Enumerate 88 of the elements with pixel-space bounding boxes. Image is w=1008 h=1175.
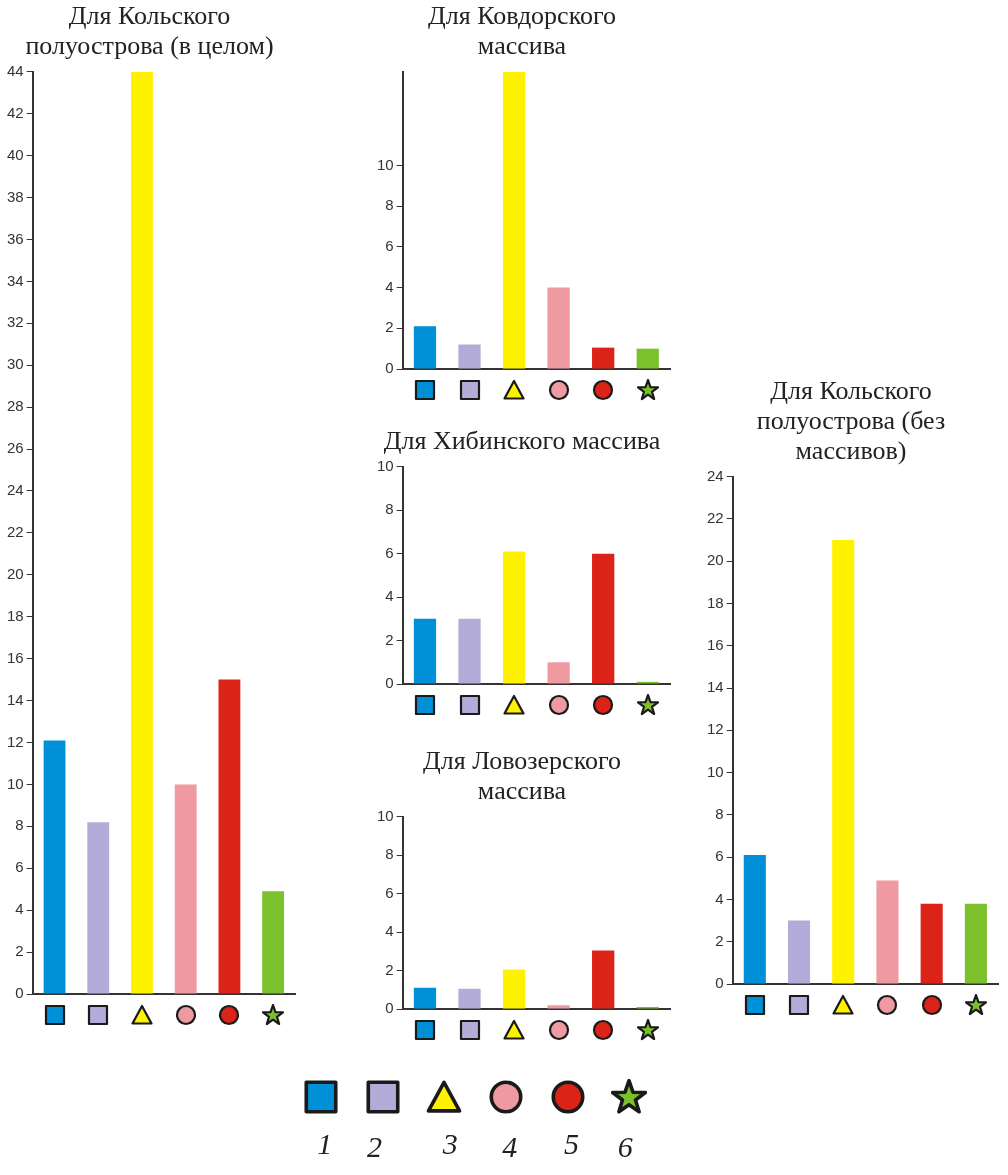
bar bbox=[502, 71, 526, 369]
y-tick-label: 8 bbox=[385, 196, 394, 214]
chart-title: Для Кольского полуострова (в целом) bbox=[25, 0, 274, 60]
bar bbox=[502, 969, 526, 1009]
bar bbox=[218, 679, 241, 994]
y-tick-label: 8 bbox=[15, 816, 24, 834]
bar bbox=[592, 347, 615, 369]
bar bbox=[458, 618, 481, 684]
bar bbox=[413, 326, 437, 369]
bar bbox=[413, 987, 437, 1009]
y-tick-label: 12 bbox=[707, 720, 724, 738]
y-tick-label: 2 bbox=[385, 630, 394, 648]
y-tick-label: 10 bbox=[377, 806, 394, 824]
y-tick-label: 0 bbox=[15, 984, 24, 1002]
bar bbox=[592, 950, 615, 1009]
y-tick-label: 6 bbox=[385, 883, 394, 901]
bar bbox=[832, 540, 855, 984]
y-tick-label: 18 bbox=[7, 606, 24, 624]
y-tick-label: 2 bbox=[385, 318, 394, 336]
y-tick-label: 4 bbox=[715, 889, 724, 907]
y-tick-label: 32 bbox=[7, 313, 24, 331]
y-tick-label: 0 bbox=[385, 999, 394, 1017]
bar bbox=[43, 740, 66, 994]
y-tick-label: 24 bbox=[707, 466, 724, 484]
chart-title: Для Хибинского массива bbox=[383, 425, 661, 455]
y-tick-label: 6 bbox=[385, 543, 394, 561]
bar bbox=[964, 903, 987, 984]
chart-title: Для Кольского полуострова (без массивов) bbox=[756, 375, 946, 465]
bar bbox=[592, 553, 615, 684]
bar bbox=[131, 71, 153, 994]
y-tick-label: 34 bbox=[7, 271, 24, 289]
y-tick-label: 8 bbox=[385, 845, 394, 863]
y-tick-label: 38 bbox=[7, 187, 24, 205]
y-tick-label: 28 bbox=[7, 397, 24, 415]
y-tick-label: 4 bbox=[385, 277, 394, 295]
y-tick-label: 10 bbox=[7, 774, 24, 792]
y-tick-label: 14 bbox=[7, 690, 24, 708]
bar bbox=[920, 903, 943, 984]
bar bbox=[636, 348, 659, 369]
y-tick-label: 0 bbox=[385, 674, 394, 692]
y-tick-label: 14 bbox=[707, 678, 724, 696]
bar bbox=[547, 1005, 570, 1009]
bar bbox=[413, 618, 437, 684]
y-tick-label: 26 bbox=[7, 439, 24, 457]
chart-title: Для Ловозерского массива bbox=[423, 745, 621, 805]
y-tick-label: 4 bbox=[385, 922, 394, 940]
y-tick-label: 10 bbox=[377, 155, 394, 173]
bar bbox=[458, 988, 481, 1009]
y-tick-label: 24 bbox=[7, 481, 24, 499]
y-tick-label: 16 bbox=[707, 635, 724, 653]
bar bbox=[547, 662, 570, 684]
chart-title: Для Ковдорского массива bbox=[428, 0, 616, 60]
y-tick-label: 22 bbox=[7, 523, 24, 541]
y-tick-label: 42 bbox=[7, 103, 24, 121]
y-tick-label: 6 bbox=[15, 858, 24, 876]
y-tick-label: 8 bbox=[715, 805, 724, 823]
y-tick-label: 4 bbox=[385, 587, 394, 605]
y-tick-label: 2 bbox=[15, 942, 24, 960]
bar bbox=[502, 551, 526, 684]
y-tick-label: 2 bbox=[385, 960, 394, 978]
y-tick-label: 10 bbox=[377, 457, 394, 475]
y-tick-label: 10 bbox=[707, 762, 724, 780]
y-tick-label: 0 bbox=[385, 359, 394, 377]
symbol-key: 1 2 3 4 5 6 bbox=[290, 1075, 660, 1175]
y-tick-label: 16 bbox=[7, 648, 24, 666]
bar bbox=[262, 891, 285, 994]
bar bbox=[87, 822, 110, 994]
bar bbox=[787, 920, 811, 984]
y-tick-label: 12 bbox=[7, 732, 24, 750]
bar bbox=[174, 784, 197, 994]
y-tick-label: 20 bbox=[707, 551, 724, 569]
bar bbox=[876, 880, 899, 984]
y-tick-label: 18 bbox=[707, 593, 724, 611]
y-tick-label: 30 bbox=[7, 355, 24, 373]
y-tick-label: 2 bbox=[715, 931, 724, 949]
bar bbox=[743, 855, 766, 984]
y-tick-label: 44 bbox=[7, 61, 24, 79]
bar bbox=[458, 344, 481, 369]
y-tick-label: 6 bbox=[385, 237, 394, 254]
y-tick-label: 36 bbox=[7, 229, 24, 247]
y-tick-label: 6 bbox=[715, 847, 724, 865]
y-tick-label: 22 bbox=[707, 509, 724, 527]
y-tick-label: 40 bbox=[7, 145, 24, 163]
y-tick-label: 0 bbox=[715, 974, 724, 992]
y-tick-label: 8 bbox=[385, 500, 394, 518]
bar bbox=[547, 287, 570, 369]
y-tick-label: 20 bbox=[7, 564, 24, 582]
y-tick-label: 4 bbox=[15, 900, 24, 918]
